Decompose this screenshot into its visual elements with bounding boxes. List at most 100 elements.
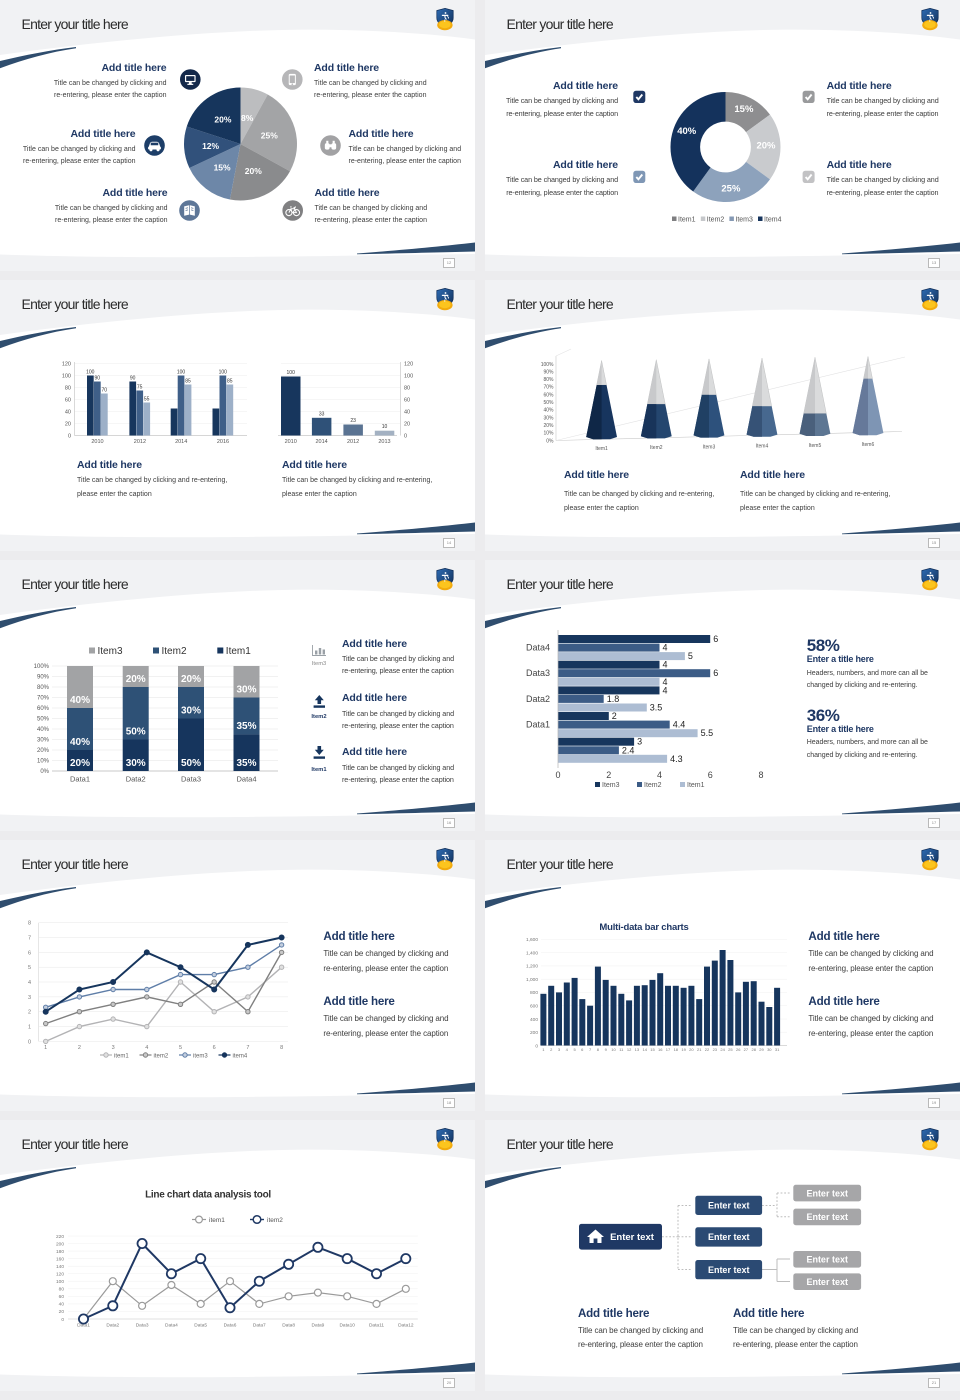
svg-text:30%: 30%: [543, 415, 554, 421]
svg-text:90%: 90%: [543, 369, 554, 375]
svg-text:Data4: Data4: [236, 775, 256, 784]
svg-text:40: 40: [65, 410, 71, 416]
svg-text:6: 6: [713, 668, 718, 678]
svg-text:100%: 100%: [34, 664, 50, 670]
svg-text:0: 0: [535, 1043, 538, 1049]
svg-text:2010: 2010: [285, 439, 297, 445]
svg-text:Item1: Item1: [595, 446, 608, 452]
svg-text:70%: 70%: [543, 385, 554, 391]
svg-text:80: 80: [404, 386, 410, 392]
svg-text:Data10: Data10: [339, 1323, 355, 1329]
svg-text:20%: 20%: [756, 140, 776, 151]
svg-text:40%: 40%: [70, 737, 90, 748]
svg-text:Item1: Item1: [311, 767, 327, 773]
svg-text:140: 140: [56, 1264, 64, 1270]
svg-text:60%: 60%: [543, 392, 554, 398]
svg-text:2016: 2016: [217, 439, 229, 445]
svg-text:15%: 15%: [214, 163, 231, 173]
svg-text:Enter text: Enter text: [806, 1277, 848, 1287]
svg-text:100%: 100%: [541, 362, 554, 368]
svg-text:6: 6: [708, 770, 713, 780]
svg-text:Data8: Data8: [282, 1323, 295, 1329]
svg-text:2012: 2012: [347, 439, 359, 445]
svg-text:7: 7: [589, 1047, 592, 1052]
svg-text:Item3: Item3: [98, 646, 123, 657]
svg-text:100: 100: [177, 370, 186, 376]
svg-text:2010: 2010: [91, 439, 103, 445]
svg-text:9: 9: [605, 1047, 608, 1052]
svg-text:10: 10: [382, 424, 388, 430]
svg-text:2: 2: [78, 1045, 81, 1051]
svg-text:Data2: Data2: [106, 1323, 119, 1329]
svg-text:Data2: Data2: [526, 694, 550, 704]
svg-text:Item4: Item4: [756, 444, 769, 450]
svg-text:Enter text: Enter text: [708, 1265, 750, 1275]
svg-text:Enter text: Enter text: [806, 1212, 848, 1222]
svg-text:2013: 2013: [378, 439, 390, 445]
svg-text:19: 19: [681, 1047, 686, 1052]
svg-text:20%: 20%: [37, 748, 50, 754]
svg-text:180: 180: [56, 1249, 64, 1255]
svg-text:0%: 0%: [546, 438, 554, 444]
svg-text:13: 13: [635, 1047, 640, 1052]
svg-text:2: 2: [606, 770, 611, 780]
svg-text:Item1: Item1: [226, 646, 251, 657]
svg-text:70%: 70%: [37, 696, 50, 702]
svg-text:item2: item2: [267, 1217, 283, 1224]
svg-text:20%: 20%: [245, 166, 262, 176]
svg-text:2: 2: [550, 1047, 553, 1052]
svg-text:Data6: Data6: [224, 1323, 237, 1329]
svg-text:15%: 15%: [734, 104, 754, 115]
svg-text:0: 0: [555, 770, 560, 780]
svg-text:50%: 50%: [37, 717, 50, 723]
svg-text:7: 7: [246, 1045, 249, 1051]
svg-text:30: 30: [767, 1047, 772, 1052]
svg-text:20: 20: [65, 422, 71, 428]
svg-text:Item3: Item3: [312, 661, 327, 667]
svg-text:Enter text: Enter text: [610, 1232, 655, 1243]
svg-text:8: 8: [597, 1047, 600, 1052]
svg-text:100: 100: [404, 374, 413, 380]
svg-text:20: 20: [689, 1047, 694, 1052]
svg-text:200: 200: [530, 1030, 538, 1036]
svg-text:item1: item1: [209, 1217, 225, 1224]
svg-text:Data4: Data4: [526, 643, 550, 653]
svg-text:20%: 20%: [214, 115, 231, 125]
svg-text:4: 4: [28, 980, 31, 986]
svg-text:80: 80: [59, 1287, 65, 1293]
svg-text:10%: 10%: [37, 759, 50, 765]
svg-text:4: 4: [663, 660, 668, 670]
svg-text:Item2: Item2: [162, 646, 187, 657]
svg-text:31: 31: [775, 1047, 780, 1052]
svg-text:600: 600: [530, 1004, 538, 1010]
svg-text:Data7: Data7: [253, 1323, 266, 1329]
svg-text:7: 7: [28, 936, 31, 942]
svg-text:Enter text: Enter text: [806, 1255, 848, 1265]
svg-text:100: 100: [287, 370, 296, 376]
svg-text:90: 90: [95, 376, 101, 382]
svg-text:80%: 80%: [543, 377, 554, 383]
svg-text:2014: 2014: [315, 439, 327, 445]
svg-text:50%: 50%: [181, 758, 201, 769]
svg-text:90%: 90%: [37, 675, 50, 681]
svg-text:25: 25: [728, 1047, 733, 1052]
svg-text:3.5: 3.5: [650, 703, 663, 713]
svg-text:3: 3: [558, 1047, 561, 1052]
svg-text:800: 800: [530, 990, 538, 996]
svg-text:40%: 40%: [70, 695, 90, 706]
svg-text:100: 100: [62, 374, 71, 380]
svg-text:20%: 20%: [543, 423, 554, 429]
svg-text:10: 10: [611, 1047, 616, 1052]
svg-text:60%: 60%: [37, 706, 50, 712]
svg-text:Item2: Item2: [707, 216, 725, 223]
svg-text:23: 23: [350, 418, 356, 424]
svg-text:85: 85: [185, 379, 191, 385]
svg-text:120: 120: [56, 1272, 64, 1278]
svg-text:Data3: Data3: [181, 775, 201, 784]
svg-text:Item1: Item1: [678, 216, 696, 223]
svg-text:4.3: 4.3: [670, 754, 683, 764]
svg-text:Data4: Data4: [165, 1323, 178, 1329]
svg-text:16: 16: [658, 1047, 663, 1052]
svg-text:Data1: Data1: [77, 1323, 90, 1329]
svg-text:100: 100: [219, 370, 228, 376]
